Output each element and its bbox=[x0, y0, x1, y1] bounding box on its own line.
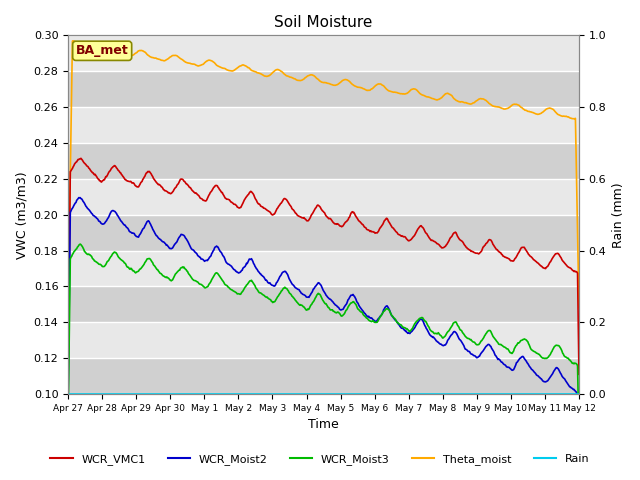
Bar bbox=[68, 36, 579, 71]
Text: BA_met: BA_met bbox=[76, 44, 129, 57]
Title: Soil Moisture: Soil Moisture bbox=[275, 15, 372, 30]
Bar bbox=[68, 107, 579, 143]
Bar bbox=[68, 215, 579, 251]
Y-axis label: Rain (mm): Rain (mm) bbox=[612, 182, 625, 248]
Bar bbox=[68, 71, 579, 107]
Bar bbox=[68, 358, 579, 394]
X-axis label: Time: Time bbox=[308, 419, 339, 432]
Bar bbox=[68, 323, 579, 358]
Bar bbox=[68, 251, 579, 287]
Legend: WCR_VMC1, WCR_Moist2, WCR_Moist3, Theta_moist, Rain: WCR_VMC1, WCR_Moist2, WCR_Moist3, Theta_… bbox=[46, 450, 594, 469]
Bar bbox=[68, 143, 579, 179]
Y-axis label: VWC (m3/m3): VWC (m3/m3) bbox=[15, 171, 28, 259]
Bar bbox=[68, 179, 579, 215]
Bar bbox=[68, 287, 579, 323]
